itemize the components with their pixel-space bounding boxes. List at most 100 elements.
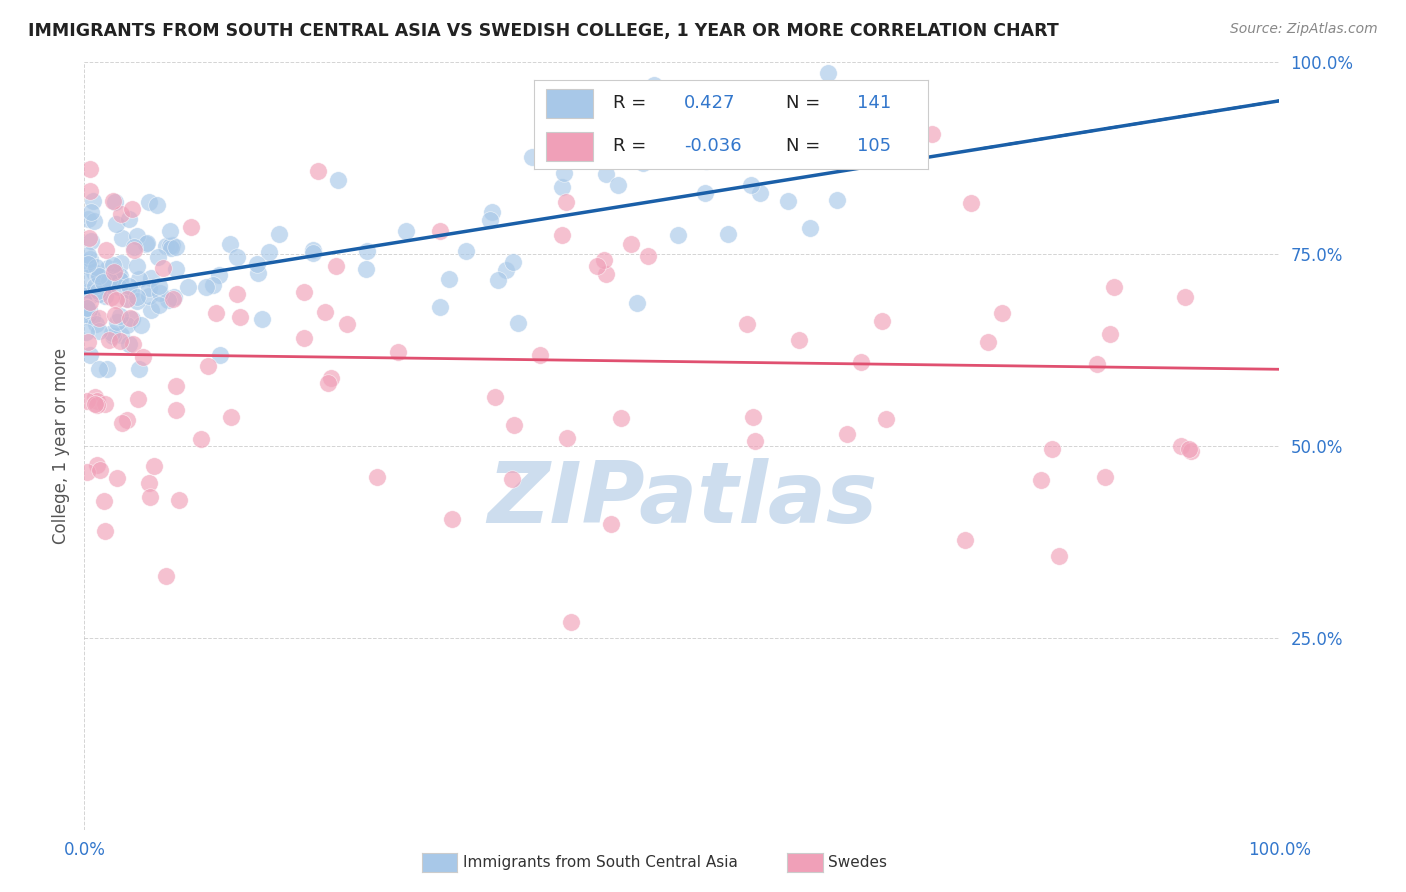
Point xyxy=(682,94,704,108)
Point xyxy=(202,277,225,292)
Point xyxy=(75,300,97,314)
Point xyxy=(269,227,291,241)
Point xyxy=(94,289,117,303)
Point xyxy=(83,278,105,293)
Point xyxy=(717,227,740,242)
Text: Source: ZipAtlas.com: Source: ZipAtlas.com xyxy=(1230,22,1378,37)
Point xyxy=(103,265,125,279)
Point xyxy=(740,178,762,192)
Point xyxy=(155,239,177,253)
Point xyxy=(146,197,169,211)
Point xyxy=(180,219,202,234)
Point xyxy=(205,306,228,320)
Point xyxy=(155,569,177,583)
Point xyxy=(817,66,839,80)
Point xyxy=(138,475,160,490)
Point xyxy=(429,300,451,314)
Point xyxy=(744,434,766,449)
Point xyxy=(307,164,329,178)
Point xyxy=(197,359,219,373)
Point xyxy=(165,240,187,254)
Point xyxy=(595,167,617,181)
Point xyxy=(921,127,943,141)
Point xyxy=(104,293,127,307)
Point xyxy=(218,236,240,251)
Point xyxy=(76,308,98,322)
Point xyxy=(693,186,716,201)
Point xyxy=(849,355,872,369)
Point xyxy=(89,286,111,301)
Point xyxy=(94,397,117,411)
Point xyxy=(1042,442,1064,457)
Point xyxy=(429,223,451,237)
Point xyxy=(870,314,893,328)
Point xyxy=(225,287,247,301)
Point xyxy=(160,238,183,252)
Point xyxy=(977,334,1000,349)
Text: N =: N = xyxy=(786,95,827,112)
Point xyxy=(560,615,582,630)
Point xyxy=(97,260,120,275)
Point xyxy=(79,252,101,266)
Point xyxy=(131,351,153,365)
Point xyxy=(87,362,110,376)
Point xyxy=(104,217,127,231)
Point xyxy=(167,492,190,507)
Point xyxy=(118,337,141,351)
Point xyxy=(593,252,616,267)
Point xyxy=(735,317,758,331)
Point xyxy=(86,398,108,412)
Point xyxy=(104,194,127,209)
Point xyxy=(98,333,121,347)
Point xyxy=(479,213,502,227)
Text: ZIPatlas: ZIPatlas xyxy=(486,458,877,541)
Point xyxy=(79,162,101,177)
Point xyxy=(953,533,976,548)
Point xyxy=(503,417,526,432)
Text: IMMIGRANTS FROM SOUTH CENTRAL ASIA VS SWEDISH COLLEGE, 1 YEAR OR MORE CORRELATIO: IMMIGRANTS FROM SOUTH CENTRAL ASIA VS SW… xyxy=(28,22,1059,40)
Point xyxy=(111,231,134,245)
Point xyxy=(86,394,108,409)
Point xyxy=(107,267,129,281)
Text: 141: 141 xyxy=(858,95,891,112)
Point xyxy=(553,166,575,180)
Point xyxy=(139,303,162,318)
Point xyxy=(79,348,101,362)
Point xyxy=(108,269,131,284)
Point xyxy=(129,318,152,333)
Point xyxy=(520,150,543,164)
Point xyxy=(108,334,131,349)
Point xyxy=(105,315,128,329)
Point xyxy=(195,280,218,294)
Point xyxy=(163,290,186,304)
Point xyxy=(84,317,107,331)
Point xyxy=(122,240,145,254)
Point xyxy=(103,194,125,208)
Point xyxy=(120,311,142,326)
Point xyxy=(607,178,630,192)
Point xyxy=(76,254,98,268)
Point xyxy=(484,391,506,405)
Point xyxy=(100,290,122,304)
Point xyxy=(1178,442,1201,456)
Point xyxy=(875,412,897,426)
Point xyxy=(87,310,110,325)
Point xyxy=(77,303,100,318)
Point xyxy=(437,272,460,286)
Point xyxy=(111,416,134,430)
Point xyxy=(502,255,524,269)
Point xyxy=(94,243,117,257)
Point xyxy=(1174,290,1197,304)
Point xyxy=(481,205,503,219)
Point xyxy=(316,376,339,390)
Point xyxy=(125,293,148,308)
Point xyxy=(960,196,983,211)
Point xyxy=(159,224,181,238)
Point xyxy=(76,285,98,299)
Point xyxy=(1099,327,1122,342)
Point xyxy=(165,378,187,392)
Point xyxy=(87,269,110,284)
Point xyxy=(89,463,111,477)
Point xyxy=(454,244,477,258)
Point xyxy=(835,426,858,441)
